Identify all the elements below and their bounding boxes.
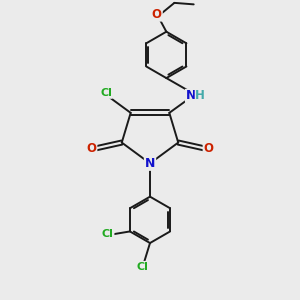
Text: Cl: Cl	[100, 88, 112, 98]
Text: O: O	[204, 142, 214, 155]
Text: O: O	[86, 142, 96, 155]
Text: N: N	[185, 89, 196, 102]
Text: Cl: Cl	[102, 230, 114, 239]
Text: Cl: Cl	[136, 262, 148, 272]
Text: N: N	[145, 157, 155, 170]
Text: H: H	[195, 89, 205, 102]
Text: O: O	[152, 8, 162, 21]
